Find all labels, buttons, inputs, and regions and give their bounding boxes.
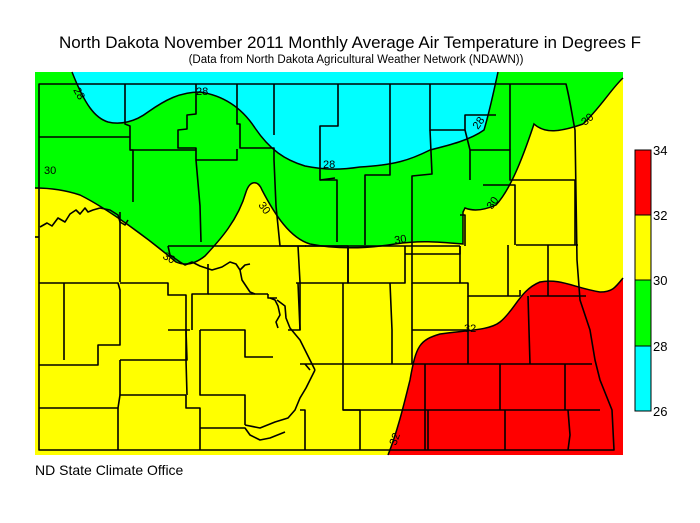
credit-text: ND State Climate Office <box>35 462 184 478</box>
colorbar-tick-32: 32 <box>653 208 668 223</box>
colorbar-tick-34: 34 <box>653 143 668 158</box>
contour-label: 28 <box>70 86 87 103</box>
colorbar-bin-26-28 <box>634 345 652 412</box>
colorbar-tick-28: 28 <box>653 339 668 354</box>
contour-28 <box>71 71 499 170</box>
county-boundaries <box>35 83 615 451</box>
contour-label: 30 <box>485 195 502 212</box>
colorbar-bin-30-32 <box>634 214 652 281</box>
contour-labels: 28 28 28 28 30 30 30 30 30 30 32 32 <box>44 86 596 448</box>
contour-label: 30 <box>44 165 56 177</box>
contour-label: 28 <box>323 159 335 171</box>
contour-label: 32 <box>388 431 403 447</box>
contour-32 <box>387 277 624 456</box>
colorbar-bin-32-34 <box>634 149 652 216</box>
contour-30 <box>34 77 624 265</box>
contour-label: 28 <box>196 86 208 98</box>
contour-lines <box>34 71 624 456</box>
contour-label: 30 <box>161 250 178 267</box>
map-title: North Dakota November 2011 Monthly Avera… <box>58 33 642 52</box>
contour-label: 28 <box>471 115 488 132</box>
colorbar-bin-28-30 <box>634 279 652 347</box>
colorbar-tick-30: 30 <box>653 273 668 288</box>
contour-label: 32 <box>464 323 476 335</box>
colorbar-tick-26: 26 <box>653 404 668 419</box>
contour-label: 30 <box>256 200 273 217</box>
contour-label: 30 <box>393 233 407 247</box>
map-subtitle: (Data from North Dakota Agricultural Wea… <box>188 54 524 66</box>
region-26-28 <box>72 72 498 170</box>
colorbar <box>634 149 652 412</box>
